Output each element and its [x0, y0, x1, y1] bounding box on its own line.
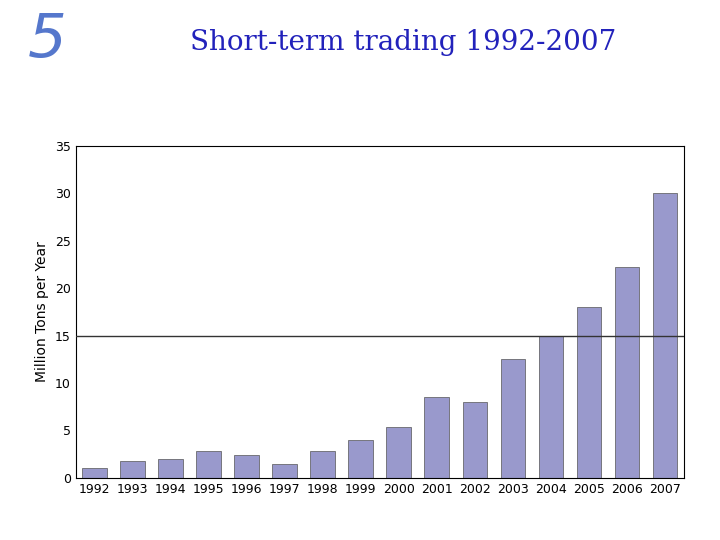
- Bar: [577, 307, 601, 478]
- Bar: [462, 402, 487, 478]
- Bar: [387, 427, 411, 478]
- Bar: [234, 455, 259, 478]
- Bar: [615, 267, 639, 478]
- Bar: [652, 193, 678, 478]
- Bar: [272, 464, 297, 478]
- Bar: [348, 440, 373, 478]
- Bar: [500, 359, 526, 478]
- Text: Short-term trading 1992-2007: Short-term trading 1992-2007: [190, 29, 616, 56]
- Bar: [82, 468, 107, 478]
- Bar: [120, 461, 145, 478]
- Y-axis label: Million Tons per Year: Million Tons per Year: [35, 241, 49, 382]
- Bar: [310, 451, 335, 478]
- Bar: [197, 451, 221, 478]
- Bar: [539, 335, 563, 478]
- Bar: [425, 397, 449, 478]
- Text: 5: 5: [27, 11, 66, 70]
- Bar: [158, 459, 183, 478]
